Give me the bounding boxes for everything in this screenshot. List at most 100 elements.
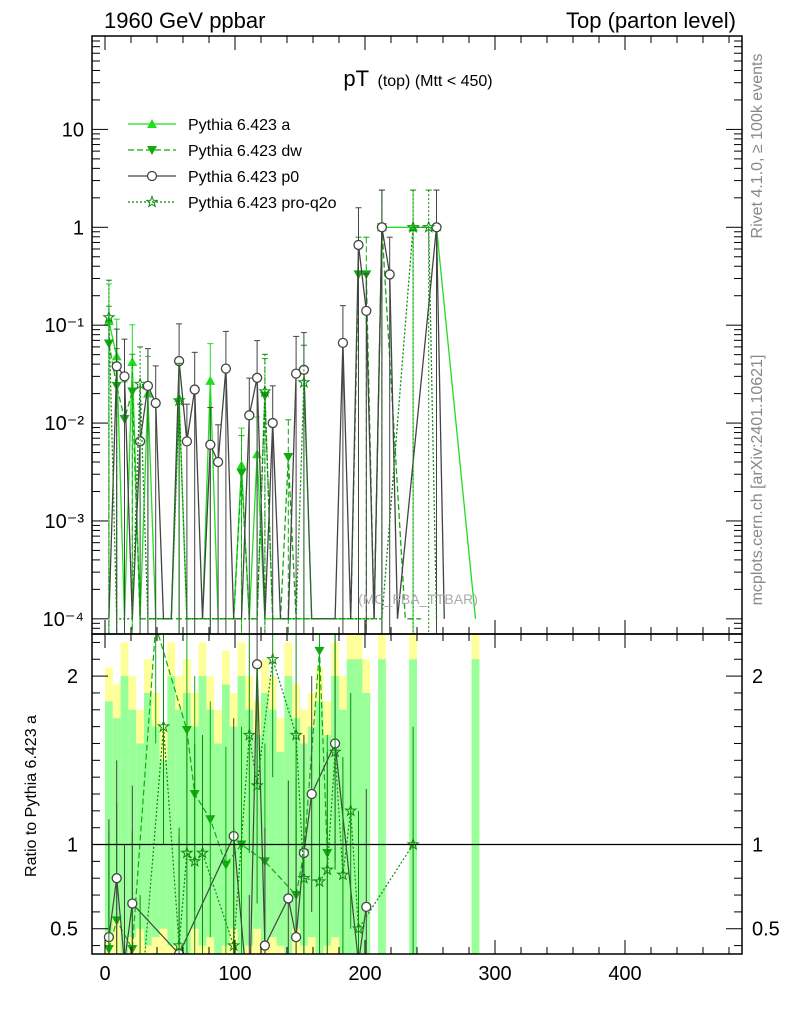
ratio-marker-2-13 bbox=[312, 874, 327, 888]
ratio-marker-2-2 bbox=[156, 719, 171, 733]
x-tick-label-0: 0 bbox=[99, 963, 110, 985]
ratio-band-green-14 bbox=[214, 743, 222, 954]
ratio-marker-1-3 bbox=[127, 898, 138, 909]
ratio-marker-0-4 bbox=[181, 726, 192, 735]
series-marker-3-9 bbox=[172, 393, 186, 407]
axis-ticks bbox=[92, 35, 742, 954]
legend-marker-0 bbox=[147, 119, 157, 128]
ratio-marker-2-17 bbox=[344, 803, 358, 817]
y-tick-label-3: 10⁻¹ bbox=[45, 315, 85, 337]
ratio-marker-2-18 bbox=[351, 921, 366, 935]
legend: Pythia 6.423 a Pythia 6.423 dw Pythia 6.42… bbox=[128, 117, 337, 212]
chart-title-main: pT bbox=[343, 66, 369, 91]
ratio-band-green-22 bbox=[276, 751, 285, 946]
series-marker-3-20 bbox=[258, 384, 272, 398]
watermark: (MC_FBA_TTBAR) bbox=[358, 591, 478, 607]
series-marker-2-19 bbox=[251, 372, 263, 383]
ratio-marker-0-7 bbox=[220, 860, 231, 870]
chart-title: pT (top) (Mtt < 450) bbox=[343, 66, 492, 91]
series-line-3 bbox=[108, 226, 438, 620]
ratio-y-axis-label: Ratio to Pythia 6.423 a bbox=[23, 715, 40, 877]
ratio-band-green-34 bbox=[378, 659, 386, 954]
series-marker-2-21 bbox=[267, 417, 278, 429]
axis-labels: 0 100 200 300 400 10⁻⁴ 10⁻³ 10⁻² 10⁻¹ 1 10 0.5 0.5 1 1… bbox=[43, 119, 780, 985]
mcplots-label: mcplots.cern.ch [arXiv:2401.10621] bbox=[749, 355, 766, 606]
ratio-marker-0-12 bbox=[314, 646, 325, 656]
series-marker-2-6 bbox=[150, 397, 161, 409]
series-2 bbox=[108, 189, 445, 634]
ratio-marker-2-4 bbox=[180, 845, 194, 859]
series-marker-2-38 bbox=[431, 222, 442, 233]
series-marker-3-25 bbox=[297, 375, 311, 389]
ratio-marker-2-3 bbox=[172, 938, 186, 952]
series-marker-2-18 bbox=[244, 410, 255, 421]
legend-marker-1 bbox=[147, 146, 157, 155]
ratio-y-tick-label-left-1: 1 bbox=[67, 835, 78, 857]
ratio-band-green-32 bbox=[354, 659, 363, 954]
ratio-marker-2-15 bbox=[328, 744, 342, 758]
series-marker-3-37 bbox=[422, 220, 436, 233]
series-marker-2-10 bbox=[181, 436, 193, 447]
series-3 bbox=[102, 189, 438, 634]
ratio-band-green-5 bbox=[144, 692, 152, 946]
series-marker-2-13 bbox=[205, 439, 216, 450]
series-marker-2-33 bbox=[361, 305, 372, 317]
ratio-y-tick-label-right-1: 1 bbox=[752, 835, 763, 857]
ratio-marker-2-11 bbox=[289, 728, 303, 741]
ratio-marker-1-7 bbox=[251, 659, 263, 670]
ratio-marker-1-8 bbox=[259, 940, 271, 951]
ratio-y-tick-label-right-0: 0.5 bbox=[752, 919, 780, 941]
ratio-band-green-2 bbox=[120, 676, 129, 954]
header-right: Top (parton level) bbox=[566, 8, 736, 33]
series-marker-1-3 bbox=[127, 387, 138, 397]
series-marker-3-4 bbox=[133, 377, 147, 390]
series-marker-2-14 bbox=[212, 456, 224, 468]
series-marker-2-30 bbox=[337, 337, 349, 348]
legend-label-1: Pythia 6.423 dw bbox=[188, 143, 302, 160]
legend-marker-3 bbox=[145, 194, 159, 208]
legend-label-2: Pythia 6.423 p0 bbox=[188, 169, 299, 186]
ratio-band-green-8 bbox=[167, 676, 176, 946]
ratio-marker-1-12 bbox=[306, 788, 317, 800]
ratio-marker-1-6 bbox=[245, 1008, 254, 1017]
ratio-series-2 bbox=[108, 634, 420, 954]
series-marker-3-0 bbox=[102, 310, 116, 324]
main-series bbox=[102, 189, 477, 634]
series-marker-1-17 bbox=[236, 468, 247, 478]
ratio-marker-2-19 bbox=[406, 837, 420, 851]
ratio-marker-2-12 bbox=[297, 871, 311, 884]
ratio-y-tick-label-right-2: 2 bbox=[752, 666, 763, 688]
y-tick-label-2: 10⁻² bbox=[45, 413, 85, 435]
header-left: 1960 GeV ppbar bbox=[104, 8, 265, 33]
ratio-series bbox=[103, 634, 420, 1017]
ratio-marker-2-14 bbox=[320, 862, 334, 876]
series-marker-2-32 bbox=[353, 239, 364, 251]
ratio-line-0 bbox=[108, 634, 328, 951]
series-marker-2-15 bbox=[220, 363, 232, 374]
ratio-marker-2-5 bbox=[188, 854, 202, 868]
ratio-band-green-36 bbox=[471, 659, 480, 954]
ratio-marker-2-8 bbox=[242, 728, 256, 741]
ratio-line-1 bbox=[108, 664, 367, 954]
ratio-marker-1-2 bbox=[120, 958, 129, 967]
rivet-label: Rivet 4.1.0, ≥ 100k events bbox=[749, 54, 766, 239]
x-tick-label-2: 200 bbox=[348, 963, 381, 985]
ratio-line-2 bbox=[144, 659, 414, 954]
y-tick-label-0: 10⁻⁴ bbox=[43, 609, 84, 631]
series-marker-2-1 bbox=[111, 361, 122, 372]
legend-label-3: Pythia 6.423 pro-q2o bbox=[188, 195, 337, 212]
ratio-marker-0-6 bbox=[205, 815, 216, 825]
ratio-band-green-6 bbox=[151, 726, 160, 938]
series-marker-0-3 bbox=[127, 357, 138, 367]
series-marker-2-35 bbox=[376, 222, 388, 233]
legend-label-0: Pythia 6.423 a bbox=[188, 117, 290, 134]
legend-marker-2 bbox=[146, 170, 158, 182]
ratio-marker-1-10 bbox=[290, 932, 302, 943]
series-marker-2-11 bbox=[189, 384, 200, 395]
ratio-marker-1-1 bbox=[111, 873, 122, 884]
ratio-y-tick-label-left-0: 0.5 bbox=[50, 919, 78, 941]
series-marker-1-23 bbox=[283, 453, 294, 463]
series-marker-1-0 bbox=[103, 339, 114, 349]
x-tick-label-1: 100 bbox=[218, 963, 251, 985]
